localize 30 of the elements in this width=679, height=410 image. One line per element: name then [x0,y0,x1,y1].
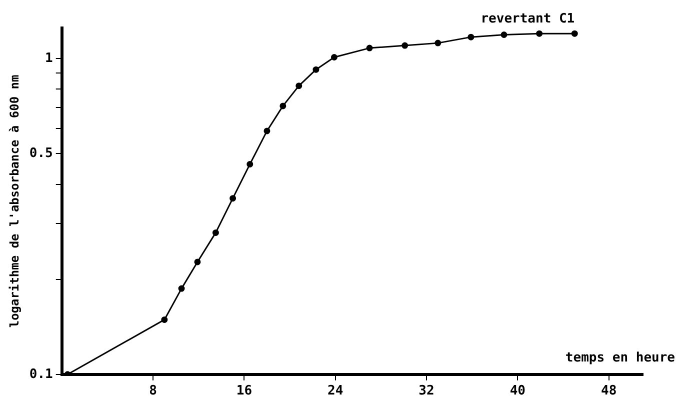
point [402,42,408,49]
x-tick-label: 40 [510,384,526,399]
point [536,30,543,37]
point [246,160,254,168]
point [264,128,270,134]
point [280,102,286,110]
point [212,229,219,236]
x-axis-title: temps en heure [565,350,676,366]
point [434,40,442,46]
y-tick-label: 1 [45,50,54,66]
x-tick-label: 8 [149,384,158,399]
point [366,44,373,52]
point [330,54,338,60]
point [194,258,201,266]
point [178,285,185,292]
point [296,82,302,90]
point [571,30,578,37]
x-tick-label: 32 [418,384,434,399]
y-tick-label: 0.1 [29,366,54,382]
series-label: revertant C1 [480,11,575,26]
y-tick-label: 0.5 [29,146,53,162]
x-tick-label: 16 [236,384,252,399]
point [468,34,474,40]
point [230,195,236,202]
point [161,316,168,323]
y-axis-title: logarithme de l'absorbance à 600 nm [7,74,22,328]
point [312,66,320,73]
point [500,31,508,38]
x-tick-label: 24 [328,384,344,399]
x-tick-label: 48 [600,384,617,399]
